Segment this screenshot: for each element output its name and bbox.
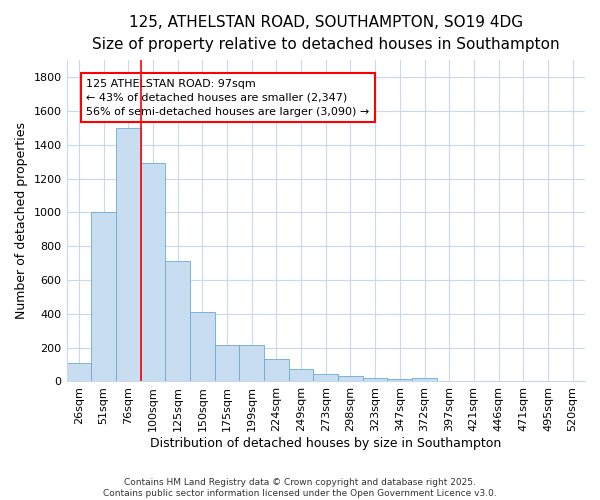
Bar	[140, 164, 165, 382]
Bar	[67, 363, 91, 382]
Bar	[289, 369, 313, 382]
Bar	[412, 378, 437, 382]
Bar	[363, 378, 388, 382]
Bar	[388, 379, 412, 382]
Title: 125, ATHELSTAN ROAD, SOUTHAMPTON, SO19 4DG
Size of property relative to detached: 125, ATHELSTAN ROAD, SOUTHAMPTON, SO19 4…	[92, 15, 560, 52]
Text: 125 ATHELSTAN ROAD: 97sqm
← 43% of detached houses are smaller (2,347)
56% of se: 125 ATHELSTAN ROAD: 97sqm ← 43% of detac…	[86, 79, 370, 117]
Bar	[313, 374, 338, 382]
Bar	[215, 345, 239, 382]
Text: Contains HM Land Registry data © Crown copyright and database right 2025.
Contai: Contains HM Land Registry data © Crown c…	[103, 478, 497, 498]
Bar	[165, 262, 190, 382]
Bar	[190, 312, 215, 382]
X-axis label: Distribution of detached houses by size in Southampton: Distribution of detached houses by size …	[150, 437, 502, 450]
Bar	[116, 128, 140, 382]
Bar	[91, 212, 116, 382]
Y-axis label: Number of detached properties: Number of detached properties	[15, 122, 28, 320]
Bar	[338, 376, 363, 382]
Bar	[264, 358, 289, 382]
Bar	[239, 345, 264, 382]
